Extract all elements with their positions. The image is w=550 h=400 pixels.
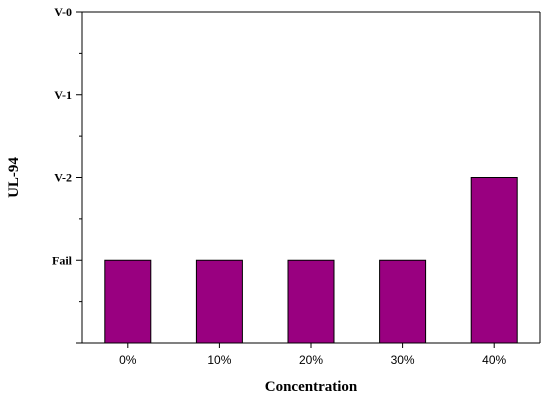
y-ticks: Fail V-2 V-1 V-0 [52,5,82,344]
y-tick-label: V-0 [54,5,72,19]
plot-area: Fail V-2 V-1 V-0 0% 10% 20% 30% 40% [52,5,541,367]
x-tick-label: 10% [207,353,231,367]
x-axis-title: Concentration [265,379,358,395]
y-tick-label: Fail [52,253,73,267]
x-tick-label: 20% [299,353,323,367]
bar [379,259,427,344]
x-tick-label: 30% [391,353,415,367]
y-tick-label: V-2 [54,171,72,185]
x-ticks: 0% 10% 20% 30% 40% [119,343,507,367]
bar [470,177,518,344]
y-tick-label: V-1 [54,88,72,102]
y-axis-title: UL-94 [6,157,22,198]
x-tick-label: 40% [482,353,506,367]
bar [195,259,243,344]
x-tick-label: 0% [119,353,137,367]
bar [104,259,152,344]
bars [104,177,518,344]
bar [287,259,335,344]
